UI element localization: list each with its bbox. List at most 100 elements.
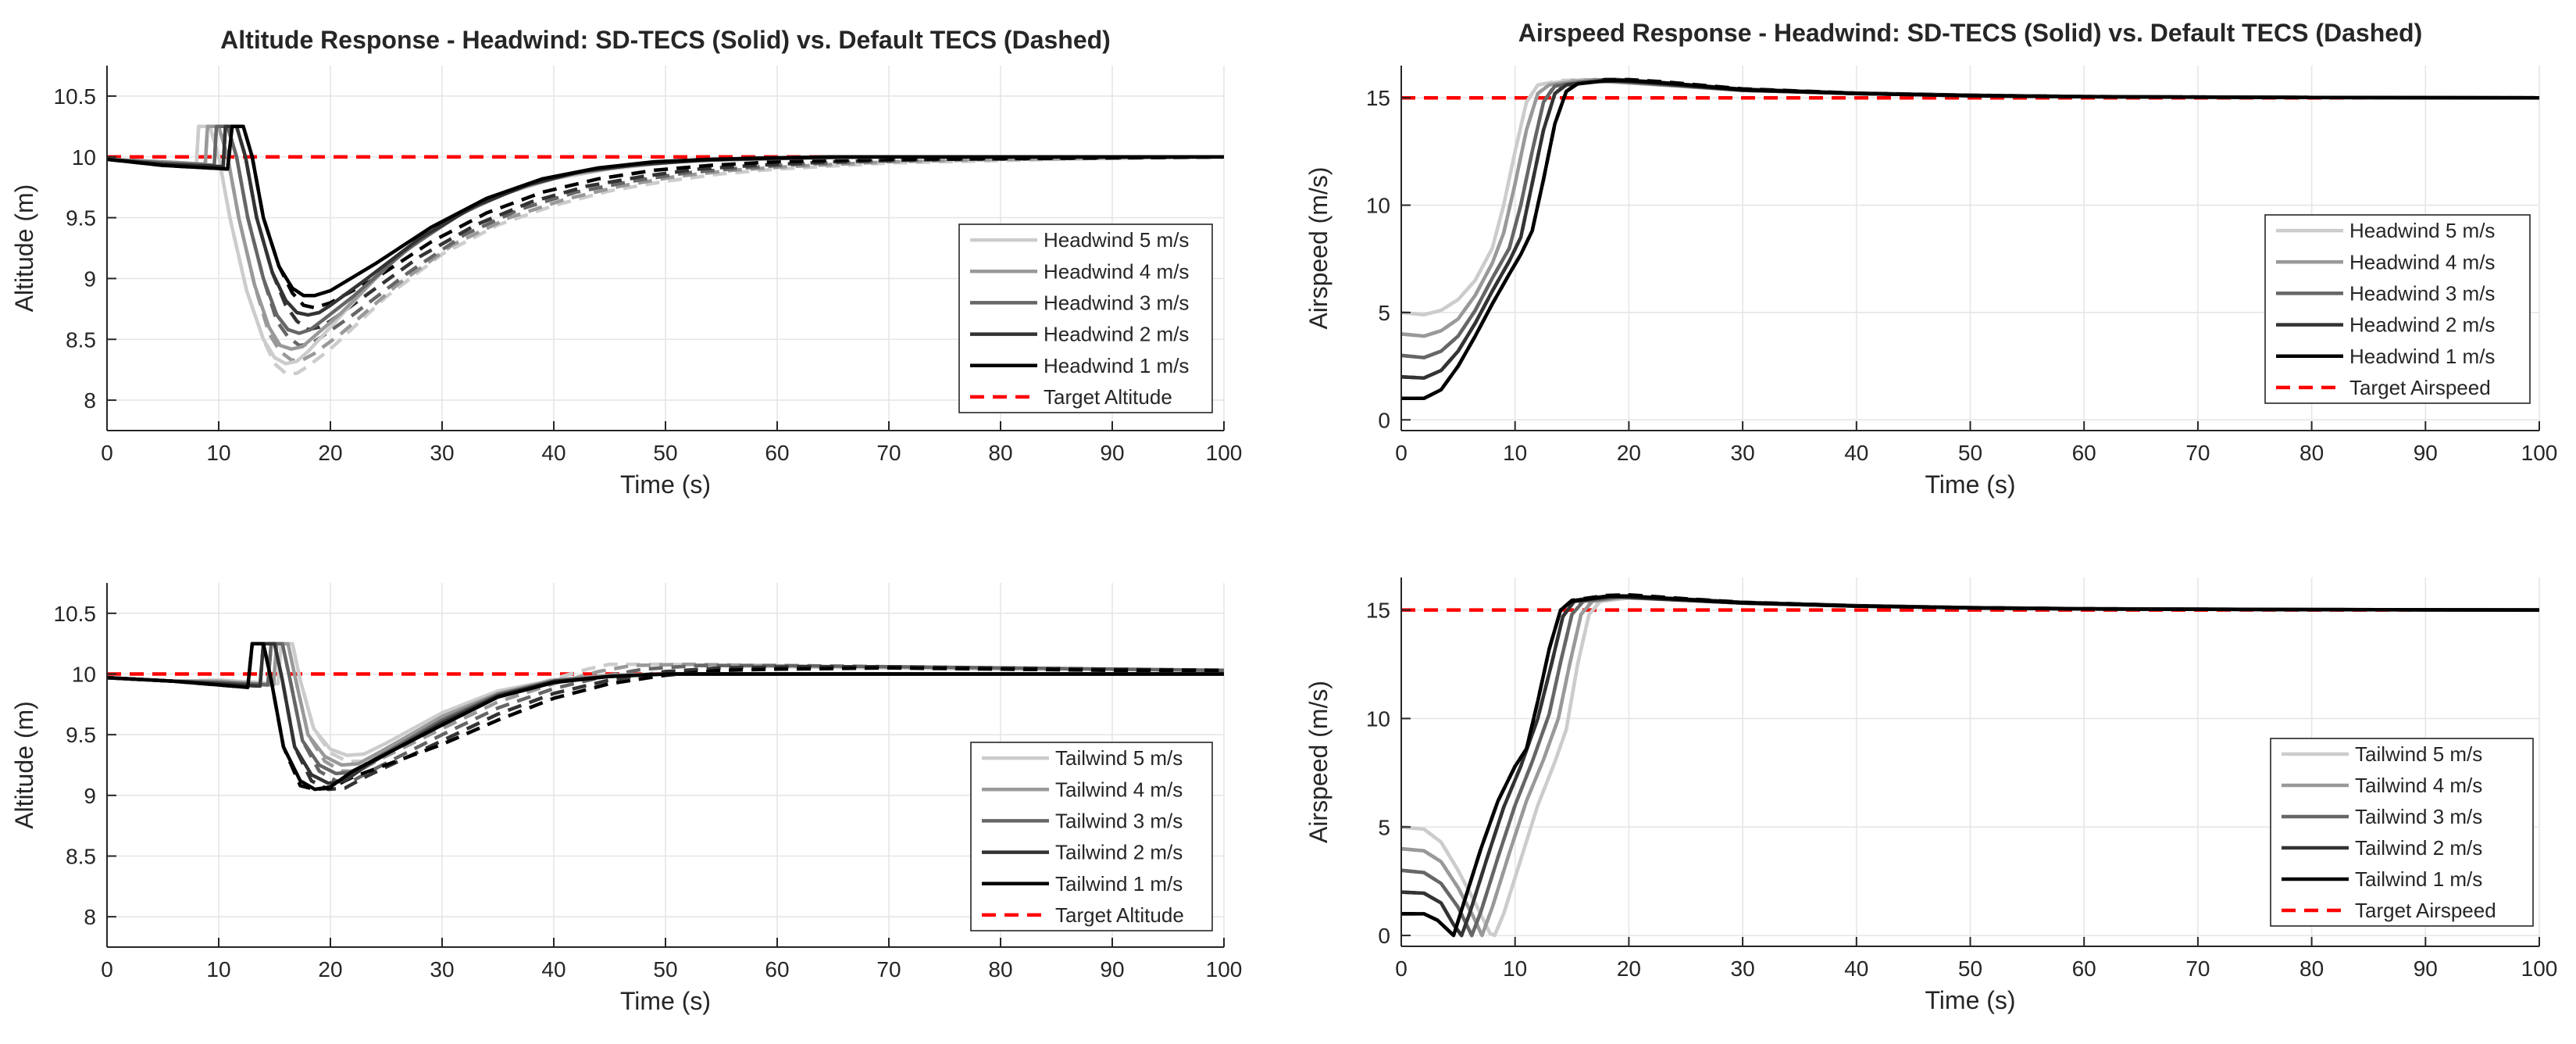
y-tick-label: 9.5 [66, 206, 96, 231]
legend-label: Tailwind 1 m/s [1055, 872, 1183, 896]
x-tick-label: 30 [1731, 441, 1755, 465]
x-tick-label: 100 [1206, 957, 1243, 981]
legend-box [970, 742, 1213, 931]
y-tick-label: 9 [84, 784, 96, 808]
x-axis-label: Time (s) [620, 987, 711, 1015]
x-tick-label: 10 [1503, 441, 1527, 465]
legend-label: Tailwind 2 m/s [2355, 836, 2482, 860]
legend-label: Target Airspeed [2355, 899, 2496, 922]
x-tick-label: 30 [430, 441, 454, 465]
legend-label: Headwind 5 m/s [2349, 219, 2495, 242]
y-tick-label: 8.5 [66, 845, 96, 869]
x-tick-label: 20 [318, 441, 342, 465]
legend-label: Tailwind 5 m/s [1055, 746, 1183, 770]
series-line-solid [1401, 78, 2539, 401]
legend-label: Headwind 4 m/s [2349, 250, 2495, 274]
x-tick-label: 90 [2414, 441, 2438, 465]
x-tick-label: 10 [1503, 956, 1527, 981]
y-tick-label: 15 [1366, 599, 1390, 623]
x-tick-label: 40 [1844, 441, 1868, 465]
y-tick-label: 5 [1378, 815, 1390, 839]
x-tick-label: 60 [765, 441, 789, 465]
legend-box [2270, 738, 2534, 927]
x-tick-label: 60 [2072, 956, 2096, 981]
y-tick-label: 9 [84, 266, 96, 291]
x-tick-label: 100 [1206, 441, 1243, 465]
x-tick-label: 50 [1958, 441, 1982, 465]
legend: Headwind 5 m/s Headwind 4 m/s Headwind 3 m… [958, 223, 1213, 413]
x-tick-label: 50 [1958, 956, 1982, 981]
y-tick-label: 5 [1378, 301, 1390, 325]
series-line-solid [107, 124, 1224, 298]
x-tick-label: 50 [653, 441, 677, 465]
x-tick-label: 60 [765, 957, 789, 981]
x-tick-label: 100 [2521, 441, 2558, 465]
x-tick-label: 60 [2072, 441, 2096, 465]
y-tick-label: 10 [1366, 706, 1390, 731]
x-tick-label: 80 [2299, 441, 2324, 465]
x-tick-label: 0 [101, 441, 113, 465]
legend-label: Tailwind 4 m/s [1055, 778, 1183, 801]
legend: Tailwind 5 m/s Tailwind 4 m/s Tailwind 3 m… [2270, 738, 2534, 927]
y-tick-label: 8 [84, 388, 96, 413]
legend-label: Headwind 3 m/s [1044, 291, 1189, 314]
legend-label: Tailwind 1 m/s [2355, 867, 2482, 891]
x-tick-label: 10 [206, 957, 230, 981]
x-tick-label: 80 [988, 441, 1012, 465]
x-axis-label: Time (s) [1925, 470, 2015, 499]
x-tick-label: 10 [206, 441, 230, 465]
chart-altitude-tailwind: 0 10 20 30 40 50 60 70 80 90 100 8 8.5 9 9.5 10 10.5 Time… [10, 583, 1242, 1015]
y-tick-label: 8.5 [66, 327, 96, 352]
x-tick-label: 0 [1395, 956, 1408, 981]
x-tick-label: 70 [876, 957, 901, 981]
y-tick-label: 10 [72, 663, 96, 687]
legend-label: Tailwind 3 m/s [2355, 805, 2482, 828]
legend-label: Tailwind 3 m/s [1055, 809, 1183, 832]
x-tick-label: 90 [1100, 957, 1124, 981]
x-axis-label: Time (s) [1925, 986, 2015, 1014]
legend-label: Target Altitude [1044, 385, 1172, 409]
legend-label: Headwind 4 m/s [1044, 259, 1189, 283]
legend-label: Headwind 1 m/s [2349, 345, 2495, 368]
x-tick-label: 0 [1395, 441, 1408, 465]
y-axis-label: Altitude (m) [10, 184, 38, 313]
x-tick-label: 70 [2185, 956, 2210, 981]
x-tick-label: 40 [1844, 956, 1868, 981]
x-tick-label: 0 [101, 957, 113, 981]
legend-label: Headwind 5 m/s [1044, 228, 1189, 252]
legend-label: Tailwind 4 m/s [2355, 774, 2482, 797]
chart-airspeed-headwind: 0 10 20 30 40 50 60 70 80 90 100 0 5 10 15 Time (s) Airs… [1304, 19, 2557, 499]
legend-label: Headwind 1 m/s [1044, 354, 1189, 377]
legend-label: Tailwind 5 m/s [2355, 742, 2482, 766]
chart-airspeed-tailwind: 0 10 20 30 40 50 60 70 80 90 100 0 5 10 15 Time (s) Airs… [1304, 577, 2557, 1014]
y-tick-label: 0 [1378, 924, 1390, 948]
x-tick-label: 80 [2299, 956, 2324, 981]
x-tick-label: 70 [876, 441, 901, 465]
y-tick-label: 0 [1378, 408, 1390, 432]
y-tick-label: 8 [84, 905, 96, 929]
series-line-solid [1401, 594, 2539, 938]
y-axis-label: Airspeed (m/s) [1304, 681, 1333, 843]
legend-box [958, 223, 1213, 413]
y-tick-label: 10.5 [54, 84, 97, 109]
legend-label: Headwind 2 m/s [2349, 313, 2495, 337]
x-axis-label: Time (s) [620, 470, 711, 499]
legend: Tailwind 5 m/s Tailwind 4 m/s Tailwind 3 m… [970, 742, 1213, 931]
legend-box [2264, 214, 2531, 404]
chart-title: Airspeed Response - Headwind: SD-TECS (S… [1518, 19, 2423, 47]
x-tick-label: 90 [1100, 441, 1124, 465]
y-tick-label: 9.5 [66, 723, 96, 747]
x-tick-label: 30 [430, 957, 454, 981]
chart-title: Altitude Response - Headwind: SD-TECS (S… [220, 26, 1111, 54]
legend: Headwind 5 m/s Headwind 4 m/s Headwind 3 m… [2264, 214, 2531, 404]
legend-label: Headwind 3 m/s [2349, 281, 2495, 305]
legend-label: Headwind 2 m/s [1044, 323, 1189, 346]
y-tick-label: 10 [72, 145, 96, 170]
y-axis-label: Altitude (m) [10, 701, 38, 829]
x-tick-label: 80 [988, 957, 1012, 981]
y-tick-label: 10.5 [54, 602, 97, 626]
y-axis-label: Airspeed (m/s) [1304, 166, 1333, 329]
legend-label: Target Altitude [1055, 903, 1184, 927]
chart-altitude-headwind: 0 10 20 30 40 50 60 70 80 90 100 8 8.5 9 9.5 10 10.5 Time… [10, 26, 1242, 499]
